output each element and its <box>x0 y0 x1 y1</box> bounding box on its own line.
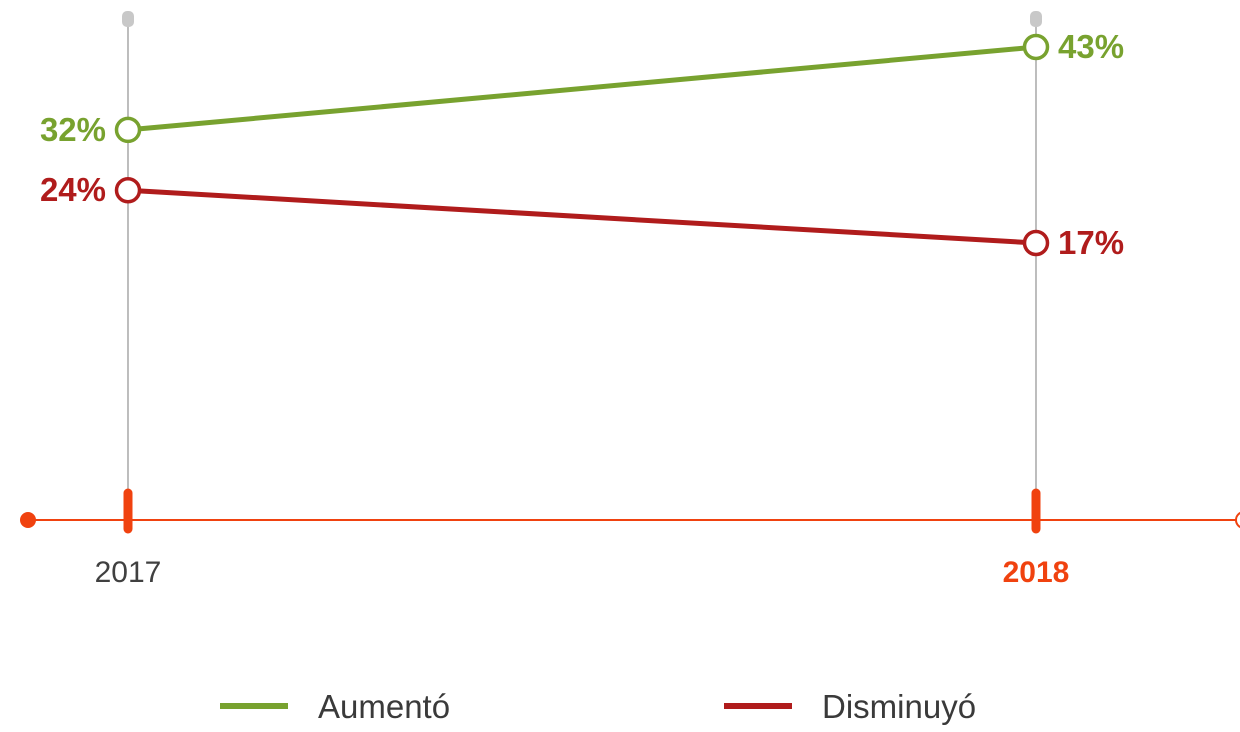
point-1-0 <box>114 176 142 204</box>
point-0-0 <box>114 116 142 144</box>
vertical-guides <box>122 11 1042 520</box>
series-line-0 <box>127 44 1037 133</box>
tick-label-2017: 2017 <box>95 556 162 589</box>
guide-cap-2017 <box>122 11 134 27</box>
data-label-0-0: 32% <box>40 111 106 148</box>
data-label-0-1: 43% <box>1058 28 1124 65</box>
tick-label-2018: 2018 <box>1003 556 1070 589</box>
data-label-1-0: 24% <box>40 171 106 208</box>
legend: Aumentó Disminuyó <box>220 688 976 725</box>
point-0-1 <box>1022 33 1050 61</box>
guide-cap-2018 <box>1030 11 1042 27</box>
x-tick-labels: 2017 2018 <box>95 556 1070 589</box>
series-line-1 <box>127 187 1037 246</box>
axis-end-dot <box>1235 511 1240 529</box>
point-1-1 <box>1022 229 1050 257</box>
legend-label-0: Aumentó <box>318 688 450 725</box>
series-lines <box>114 33 1050 257</box>
data-labels: 32% 43% 24% 17% <box>40 28 1124 261</box>
x-axis <box>20 488 1240 534</box>
axis-start-dot <box>20 512 36 528</box>
legend-label-1: Disminuyó <box>822 688 976 725</box>
data-label-1-1: 17% <box>1058 224 1124 261</box>
